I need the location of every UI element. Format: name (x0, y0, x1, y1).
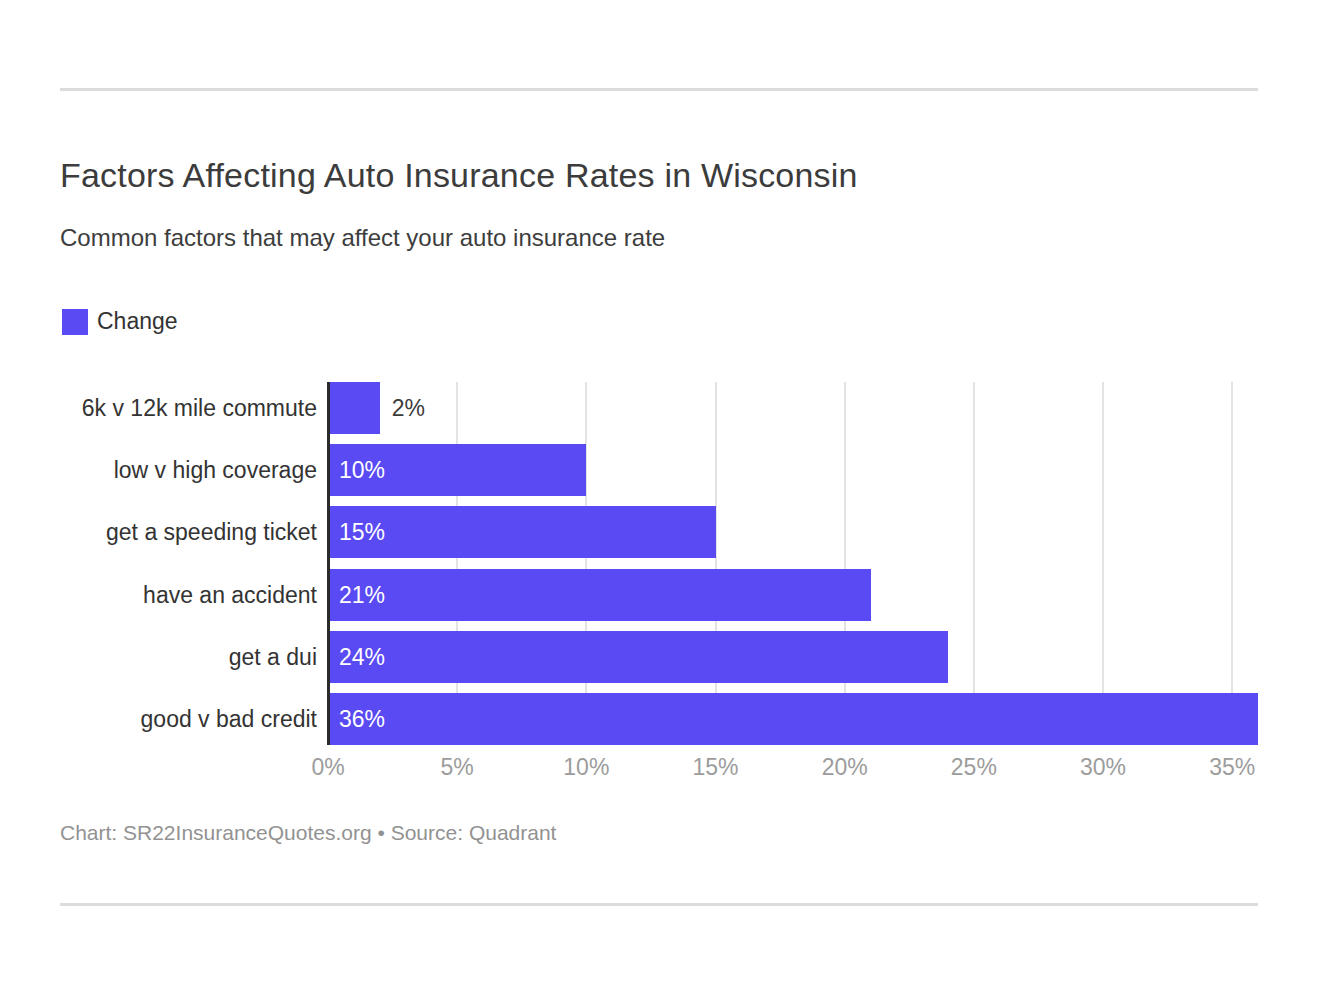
top-divider (60, 88, 1258, 91)
value-label: 10% (339, 457, 385, 484)
bar (328, 693, 1258, 745)
value-label: 15% (339, 519, 385, 546)
x-tick-label: 15% (692, 754, 738, 781)
chart-card: Factors Affecting Auto Insurance Rates i… (0, 0, 1320, 990)
category-label: good v bad credit (60, 693, 317, 745)
legend: Change (62, 308, 178, 335)
bar (328, 569, 871, 621)
x-tick-label: 0% (311, 754, 344, 781)
gridline (585, 382, 587, 745)
value-label: 21% (339, 582, 385, 609)
gridline (715, 382, 717, 745)
bar (328, 382, 380, 434)
category-label: get a dui (60, 631, 317, 683)
bar-row: 24% (328, 631, 1258, 683)
page-title: Factors Affecting Auto Insurance Rates i… (60, 156, 858, 195)
category-label: get a speeding ticket (60, 506, 317, 558)
gridline (1102, 382, 1104, 745)
chart-subtitle: Common factors that may affect your auto… (60, 224, 665, 252)
bar-row: 36% (328, 693, 1258, 745)
x-tick-label: 10% (563, 754, 609, 781)
bar (328, 506, 716, 558)
legend-swatch (62, 309, 88, 335)
bar-row: 10% (328, 444, 1258, 496)
bar-row: 2% (328, 382, 1258, 434)
legend-label: Change (97, 308, 178, 335)
gridline (844, 382, 846, 745)
value-label: 2% (392, 395, 425, 422)
bottom-divider (60, 903, 1258, 906)
chart-footer: Chart: SR22InsuranceQuotes.org • Source:… (60, 821, 556, 845)
category-label: low v high coverage (60, 444, 317, 496)
x-axis: 0%5%10%15%20%25%30%35% (328, 754, 1258, 784)
category-label: have an accident (60, 569, 317, 621)
gridline (973, 382, 975, 745)
bar-row: 21% (328, 569, 1258, 621)
x-tick-label: 5% (441, 754, 474, 781)
x-tick-label: 30% (1080, 754, 1126, 781)
value-label: 24% (339, 644, 385, 671)
bar-row: 15% (328, 506, 1258, 558)
gridline (1231, 382, 1233, 745)
category-label: 6k v 12k mile commute (60, 382, 317, 434)
bar (328, 631, 948, 683)
x-tick-label: 20% (822, 754, 868, 781)
x-tick-label: 25% (951, 754, 997, 781)
x-tick-label: 35% (1209, 754, 1255, 781)
gridline (456, 382, 458, 745)
y-axis-labels: 6k v 12k mile commute low v high coverage… (60, 382, 317, 745)
bar-chart-plot: 2% 10% 15% 21% 24% 36% (328, 382, 1258, 745)
y-axis-line (327, 382, 330, 745)
value-label: 36% (339, 706, 385, 733)
